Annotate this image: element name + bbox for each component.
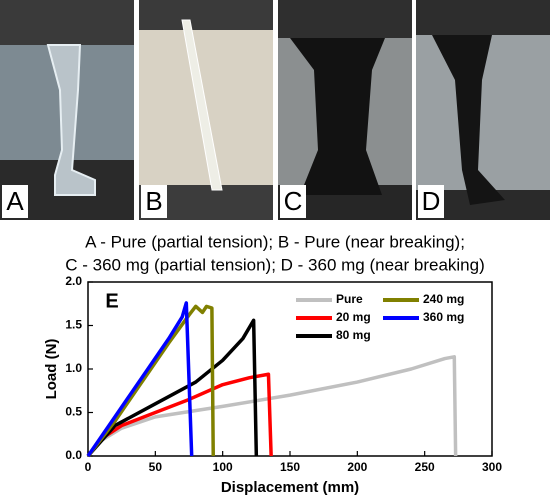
y-tick-label: 1.5: [65, 318, 82, 332]
panel-label: D: [422, 186, 441, 216]
panel-annotation: E: [105, 290, 118, 312]
x-tick-label: 0: [85, 460, 92, 474]
x-tick-label: 150: [280, 460, 300, 474]
series-line: [86, 318, 259, 458]
panel-label: B: [145, 186, 162, 216]
photo: [278, 0, 412, 220]
photo: [0, 0, 134, 220]
series-line: [86, 355, 458, 458]
legend-label: 20 mg: [336, 310, 371, 324]
y-tick-label: 0.5: [65, 405, 82, 419]
panel-label-box: [141, 185, 167, 218]
x-axis-label: Displacement (mm): [221, 479, 359, 496]
legend-label: 80 mg: [336, 328, 371, 342]
caption-line: A - Pure (partial tension); B - Pure (ne…: [85, 232, 465, 251]
x-tick-label: 200: [347, 460, 367, 474]
panel-label-box: [418, 185, 444, 218]
panel-label-box: [2, 185, 28, 218]
caption-line: C - 360 mg (partial tension); D - 360 mg…: [65, 255, 485, 274]
y-tick-label: 1.0: [65, 361, 82, 375]
panel-label: A: [6, 186, 24, 216]
legend-label: Pure: [336, 292, 363, 306]
x-tick-label: 50: [149, 460, 163, 474]
panel-label-box: [280, 185, 306, 218]
series-line: [86, 304, 215, 458]
x-tick-label: 250: [415, 460, 435, 474]
panel-label: C: [284, 186, 303, 216]
legend-label: 360 mg: [423, 310, 464, 324]
x-tick-label: 300: [482, 460, 502, 474]
y-axis-label: Load (N): [43, 339, 60, 400]
series-line: [86, 301, 194, 457]
x-tick-label: 100: [213, 460, 233, 474]
legend-label: 240 mg: [423, 292, 464, 306]
y-tick-label: 2.0: [65, 274, 82, 288]
y-tick-label: 0.0: [65, 448, 82, 462]
